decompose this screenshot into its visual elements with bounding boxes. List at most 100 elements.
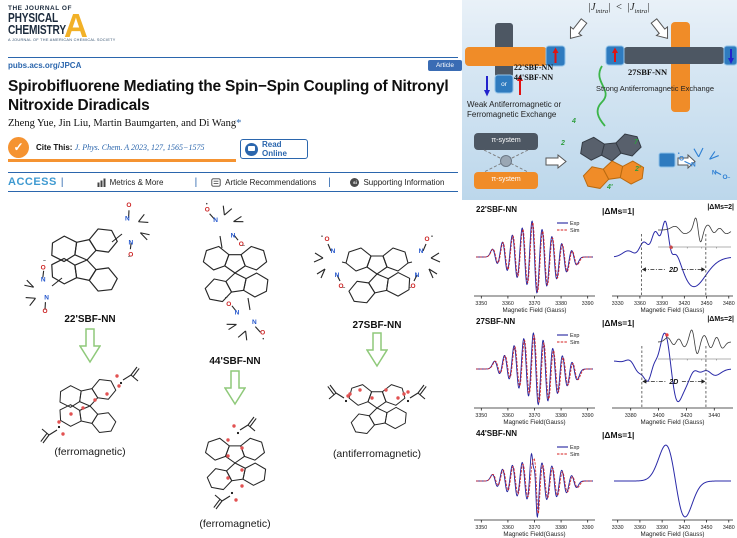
svg-text:•: • xyxy=(678,151,680,157)
svg-text:3360: 3360 xyxy=(502,525,514,531)
delta-ms1-label: |ΔMs=1| xyxy=(602,430,635,440)
svg-text:3360: 3360 xyxy=(634,525,646,531)
structure-column-44sbf: N N O O • − N N O O • − 44'SBF-NN (ferromagnetic) xyxy=(176,200,294,538)
gray-bar xyxy=(624,47,724,64)
svg-text:3420: 3420 xyxy=(678,301,690,307)
hollow-arrow xyxy=(650,18,669,39)
svg-text:N: N xyxy=(213,217,218,224)
authors-text: Zheng Yue, Jin Liu, Martin Baumgarten, a… xyxy=(8,118,237,129)
epr-panel-title: 27SBF-NN xyxy=(476,317,516,326)
or-label: or xyxy=(501,80,507,88)
header-divider xyxy=(8,57,458,58)
svg-text:−: − xyxy=(727,175,730,181)
svg-text:3330: 3330 xyxy=(612,525,624,531)
svg-text:3330: 3330 xyxy=(612,301,624,307)
supporting-information-link[interactable]: si Supporting Information xyxy=(337,177,458,187)
svg-text:N: N xyxy=(331,248,336,255)
svg-text:•: • xyxy=(41,313,43,314)
svg-text:Magnetic Field(Gauss): Magnetic Field(Gauss) xyxy=(503,419,565,426)
spin-up-arrowhead xyxy=(552,47,559,53)
access-label[interactable]: ACCESS xyxy=(8,176,57,188)
svg-text:3380: 3380 xyxy=(625,413,637,419)
spin-box-or xyxy=(494,74,514,94)
spin-density-27sbf-drawing xyxy=(327,384,427,435)
svg-text:3390: 3390 xyxy=(656,525,668,531)
epr-spectrum-chart: 3330 3360 3390 3420 3450 3480 Magnetic Field (… xyxy=(612,444,735,538)
access-separator: | xyxy=(194,176,198,188)
svg-text:O: O xyxy=(41,265,46,272)
metrics-and-more-link[interactable]: Metrics & More xyxy=(69,178,190,187)
svg-text:•: • xyxy=(206,202,208,208)
svg-text:−: − xyxy=(242,243,245,249)
svg-text:N: N xyxy=(419,248,424,255)
svg-text:N: N xyxy=(125,215,130,222)
bar-chart-icon xyxy=(97,178,106,187)
svg-text:N: N xyxy=(128,240,133,247)
svg-text:3360: 3360 xyxy=(502,413,514,419)
cite-line: Cite This: J. Phys. Chem. A 2023, 127, 1… xyxy=(36,143,204,152)
dashed-link xyxy=(483,149,529,173)
authors-line: Zheng Yue, Jin Liu, Martin Baumgarten, a… xyxy=(8,118,241,129)
pi-system-label: π-system xyxy=(491,176,521,183)
delta-ms2-label: |ΔMs=2| xyxy=(707,316,734,323)
epr-spectrum-chart: 3350 3360 3370 3380 3390 Magnetic Field (Gaus… xyxy=(474,220,595,314)
graphical-abstract-column: N N O O • − |Jintra| < |Jintra| 22'SBF-NN 44'SB… xyxy=(462,0,737,538)
spiro-carbon-sphere xyxy=(500,155,512,167)
svg-text:O: O xyxy=(260,329,265,336)
spin-up-arrowhead xyxy=(612,47,618,53)
dashed-link xyxy=(483,149,529,173)
svg-text:−: − xyxy=(128,254,131,260)
svg-text:Magnetic Field(Gauss): Magnetic Field(Gauss) xyxy=(503,531,565,538)
cite-this-label: Cite This: xyxy=(36,143,73,152)
read-online-icon xyxy=(245,142,258,156)
svg-text:3450: 3450 xyxy=(701,525,713,531)
epr-panel-44sbf-halffield: |ΔMs=1| 3330 3360 3390 3420 3450 3480 Magnetic… xyxy=(600,428,737,538)
svg-text:O: O xyxy=(226,301,231,308)
masthead-physical: PHYSICAL xyxy=(8,10,59,25)
article-type-badge: Article xyxy=(428,60,462,71)
svg-text:2D: 2D xyxy=(668,267,678,274)
orange-bar xyxy=(465,47,547,66)
svg-text:•: • xyxy=(262,336,264,342)
svg-text:•: • xyxy=(132,202,134,205)
read-online-label: Read Online xyxy=(262,140,287,158)
svg-text:3380: 3380 xyxy=(555,413,567,419)
svg-text:3440: 3440 xyxy=(708,413,720,419)
cite-check-icon: ✓ xyxy=(8,137,29,158)
structure-name: 27SBF-NN xyxy=(352,320,402,331)
masthead-chemistry: CHEMISTRY xyxy=(8,22,66,37)
access-bar-top-rule xyxy=(8,172,458,174)
svg-text:Exp: Exp xyxy=(570,221,579,227)
svg-text:O: O xyxy=(239,241,244,248)
position-label-7: 7 xyxy=(634,139,638,146)
exchange-inequality: |Jintra| < |Jintra| xyxy=(587,2,651,16)
journal-letter-a: A xyxy=(64,7,88,44)
article-recommendations-link[interactable]: Article Recommendations xyxy=(203,178,324,187)
svg-text:3370: 3370 xyxy=(529,301,541,307)
svg-text:Exp: Exp xyxy=(570,333,579,339)
access-bar-bottom-rule xyxy=(8,191,458,192)
journal-logo: THE JOURNAL OF PHYSICAL CHEMISTRY A A JO… xyxy=(8,5,158,44)
delta-ms2-label: |ΔMs=2| xyxy=(707,204,734,211)
journal-url-link[interactable]: pubs.acs.org/JPCA xyxy=(8,61,82,70)
epr-panel-22sbf-halffield: |ΔMs=1| |ΔMs=2| 3330 3360 3390 3420 3450 3480… xyxy=(600,204,737,314)
left-group-caption: Weak Antiferromagnetic or Ferromagnetic … xyxy=(467,100,562,119)
svg-text:3360: 3360 xyxy=(502,301,514,307)
svg-text:N: N xyxy=(335,272,340,279)
read-online-button[interactable]: Read Online xyxy=(240,139,308,159)
supporting-information-icon: si xyxy=(350,177,360,187)
svg-text:−: − xyxy=(343,285,346,291)
journal-tagline: A JOURNAL OF THE AMERICAN CHEMICAL SOCIE… xyxy=(8,38,116,42)
delta-ms1-label: |ΔMs=1| xyxy=(602,318,635,328)
svg-text:3350: 3350 xyxy=(475,525,487,531)
svg-text:3450: 3450 xyxy=(701,301,713,307)
structure-column-27sbf: N N O O • − N N O O • − 27SBF-NN (antiferromagnetic… xyxy=(298,200,456,538)
spin-up-arrowhead xyxy=(517,75,523,81)
svg-text:2D: 2D xyxy=(668,379,678,386)
spin-density-44sbf-drawing xyxy=(205,416,267,510)
citation-reference-link[interactable]: J. Phys. Chem. A 2023, 127, 1565−1575 xyxy=(74,143,205,152)
svg-text:−: − xyxy=(225,295,228,301)
pi-system-bar-orange xyxy=(474,172,538,189)
